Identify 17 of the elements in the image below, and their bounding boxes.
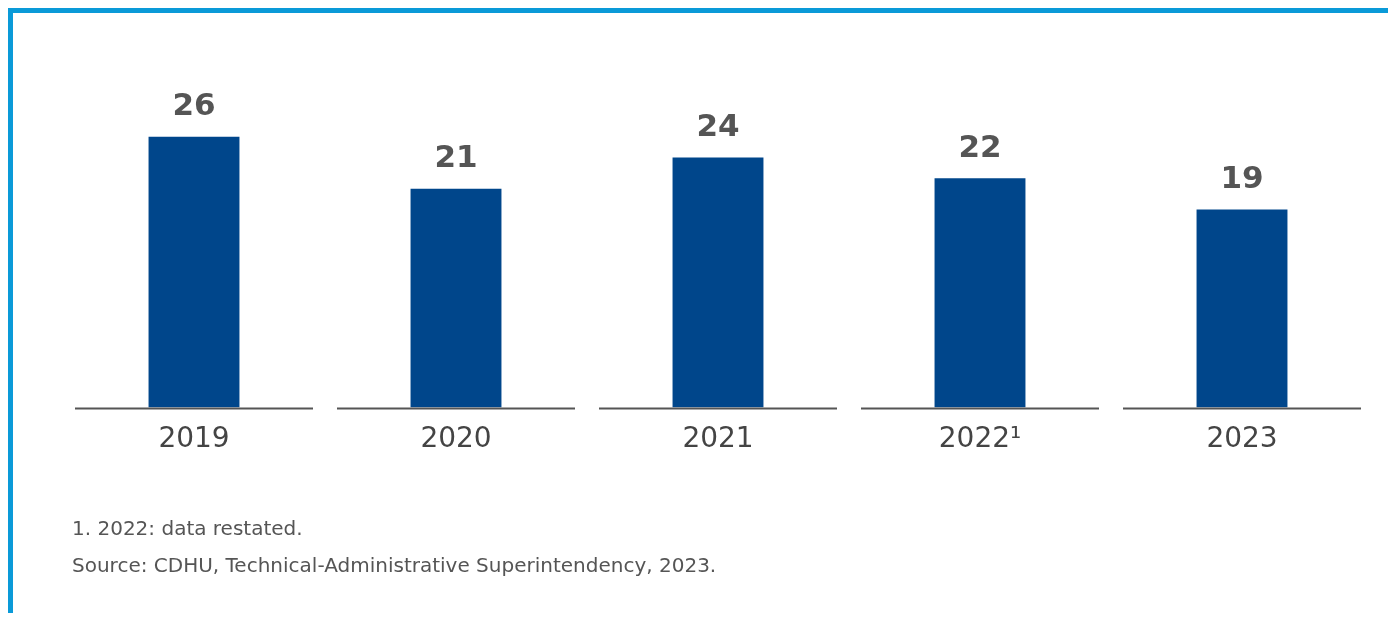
data-label: 24 — [696, 107, 740, 144]
bar — [672, 157, 764, 408]
x-tick-label: 2021 — [682, 421, 754, 455]
bar — [1196, 209, 1288, 408]
x-tick-label: 2022¹ — [938, 421, 1022, 455]
data-label: 22 — [958, 127, 1002, 164]
text: 1. 2022: data restated. — [72, 515, 304, 542]
x-tick-label: 2020 — [420, 421, 492, 455]
x-tick-label: 2019 — [158, 421, 230, 455]
data-label: 19 — [1220, 159, 1264, 196]
bar — [410, 188, 502, 408]
bar — [148, 136, 240, 408]
data-label: 26 — [172, 86, 216, 123]
bar — [934, 178, 1026, 408]
x-tick-label: 2023 — [1206, 421, 1278, 455]
source-note: Source: CDHU, Technical-Administrative Superintendency, 2023. — [72, 552, 718, 579]
data-label: 21 — [434, 138, 478, 175]
